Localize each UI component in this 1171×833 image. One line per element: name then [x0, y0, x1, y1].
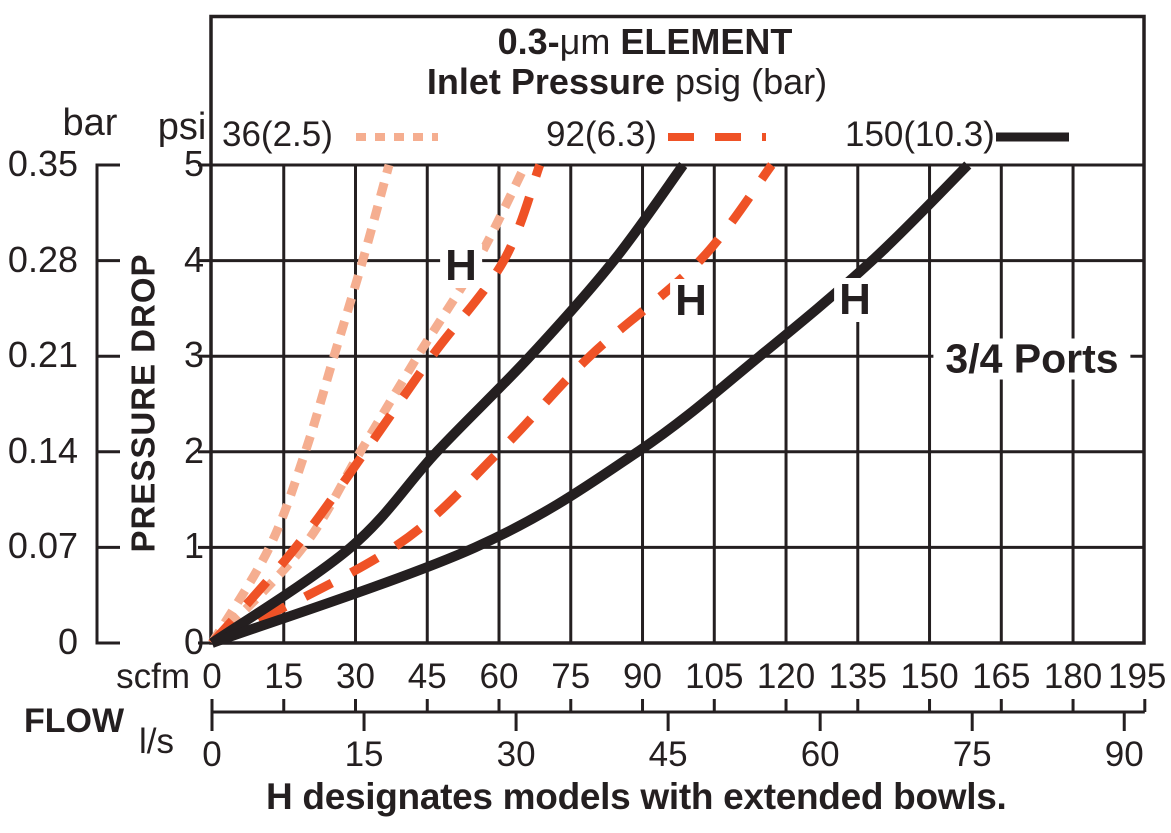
scfm-tick-label: 75	[551, 657, 591, 696]
port-size-annotation: 3/4 Ports	[933, 338, 1131, 380]
scfm-tick-label: 0	[202, 657, 222, 696]
scfm-tick-label: 30	[336, 657, 375, 696]
subtitle-bold: Inlet Pressure	[426, 61, 666, 102]
curve-150-h	[210, 161, 972, 648]
ls-tick-label: 30	[496, 735, 536, 774]
legend-label-92: 92(6.3)	[546, 115, 657, 154]
scfm-tick-label: 180	[1043, 657, 1103, 696]
ls-tick-label: 90	[1104, 735, 1144, 774]
legend-label-36: 36(2.5)	[222, 115, 333, 154]
chart-subtitle: Inlet Pressure psig (bar)	[427, 64, 827, 100]
scfm-tick-label: 105	[685, 657, 744, 696]
scfm-tick-label: 45	[407, 657, 447, 696]
scfm-tick-label: 120	[756, 657, 816, 696]
curve-36-h	[208, 162, 530, 647]
legend-label-150: 150(10.3)	[845, 115, 995, 154]
bar-tick-label: 0.07	[7, 525, 78, 567]
psi-tick-label: 3	[183, 334, 204, 376]
flow-axis-label: FLOW	[24, 702, 125, 740]
subtitle-units: psig (bar)	[665, 61, 828, 102]
bar-tick-label: 0.35	[7, 143, 78, 184]
scfm-unit-label: scfm	[116, 657, 190, 696]
ls-tick-label: 75	[952, 735, 992, 774]
bar-tick-label: 0.21	[7, 334, 78, 376]
psi-tick-label: 5	[183, 143, 204, 184]
scfm-tick-label: 135	[828, 657, 887, 696]
scfm-tick-label: 165	[972, 657, 1031, 696]
title-suffix: ELEMENT	[610, 21, 793, 62]
bar-tick-label: 0.14	[7, 429, 78, 471]
h-curve-annotation-150: H	[834, 278, 876, 322]
pressure-drop-axis-label: PRESSURE DROP	[124, 253, 162, 553]
bar-tick-label: 0.28	[7, 238, 78, 280]
ls-tick-label: 0	[202, 735, 222, 774]
ls-unit-label: l/s	[139, 722, 174, 761]
h-curve-annotation-92: H	[670, 279, 712, 323]
caption: H designates models with extended bowls.	[266, 776, 1007, 817]
curve-150-std	[209, 162, 688, 648]
psi-tick-label: 1	[183, 525, 204, 567]
chart-title: 0.3-μm ELEMENT	[498, 24, 793, 60]
ls-tick-label: 60	[800, 735, 840, 774]
scfm-tick-label: 195	[1108, 657, 1167, 696]
curve-36-std	[208, 163, 394, 646]
h-curve-annotation-36: H	[440, 244, 482, 288]
title-prefix: 0.3-	[497, 21, 560, 62]
scfm-tick-label: 90	[623, 657, 662, 696]
plot-border	[209, 14, 1146, 645]
scfm-tick-label: 60	[479, 657, 519, 696]
ls-tick-label: 45	[648, 735, 688, 774]
ls-tick-label: 15	[344, 735, 384, 774]
bar-tick-label: 0	[57, 621, 78, 662]
scfm-tick-label: 150	[900, 657, 959, 696]
curve-92-std	[208, 163, 544, 646]
psi-tick-label: 2	[183, 429, 204, 471]
bar-unit-label: bar	[62, 102, 118, 144]
psi-unit-label: psi	[157, 106, 207, 148]
title-mu: μm	[559, 21, 611, 62]
scfm-tick-label: 15	[264, 657, 304, 696]
curve-92-h	[209, 162, 776, 647]
psi-tick-label: 0	[183, 621, 204, 662]
psi-tick-label: 4	[183, 238, 204, 280]
